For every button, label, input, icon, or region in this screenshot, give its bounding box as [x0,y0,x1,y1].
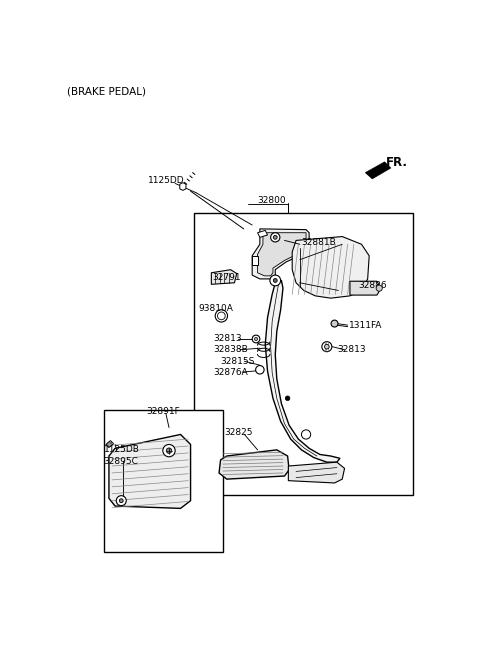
Circle shape [163,445,175,457]
Circle shape [116,496,126,506]
Polygon shape [258,230,267,237]
Circle shape [273,236,277,239]
Text: 32838B: 32838B [214,345,249,354]
Circle shape [254,337,258,340]
Text: (BRAKE PEDAL): (BRAKE PEDAL) [67,86,146,96]
Text: 32876A: 32876A [214,367,249,377]
Circle shape [322,342,332,352]
Polygon shape [252,229,309,279]
Polygon shape [180,182,186,190]
Text: 32881B: 32881B [301,238,336,247]
Circle shape [271,233,280,242]
Polygon shape [211,270,237,284]
Text: 1311FA: 1311FA [349,321,383,329]
Text: 32800: 32800 [258,196,286,205]
Text: 93810A: 93810A [198,304,233,313]
Circle shape [252,335,260,343]
Polygon shape [252,256,258,265]
Circle shape [120,499,123,502]
Bar [104,410,223,552]
Bar [193,213,413,495]
Text: 1125DB: 1125DB [104,445,139,455]
Polygon shape [106,441,114,447]
Text: 32895C: 32895C [104,457,138,466]
Circle shape [256,365,264,374]
Text: 32815S: 32815S [220,357,254,366]
Circle shape [331,320,338,327]
Text: 32891F: 32891F [146,407,180,416]
Circle shape [285,396,290,401]
Polygon shape [365,162,391,179]
Circle shape [301,430,311,439]
Polygon shape [109,434,191,508]
Circle shape [273,279,277,282]
Circle shape [270,275,281,286]
Circle shape [324,344,329,349]
Circle shape [215,310,228,322]
Text: 32813: 32813 [337,345,365,354]
Text: 32791: 32791 [212,273,241,282]
Text: 32825: 32825 [225,428,253,438]
Circle shape [217,312,225,319]
Text: 32886: 32886 [359,281,387,289]
Polygon shape [288,462,345,483]
Polygon shape [292,237,369,298]
Text: FR.: FR. [386,156,408,169]
Circle shape [376,285,382,291]
Circle shape [166,448,172,453]
Polygon shape [258,233,306,276]
Text: 1125DD: 1125DD [148,176,185,185]
Polygon shape [265,281,340,462]
Polygon shape [350,281,379,295]
Text: 32813: 32813 [214,335,242,344]
Polygon shape [219,450,289,479]
